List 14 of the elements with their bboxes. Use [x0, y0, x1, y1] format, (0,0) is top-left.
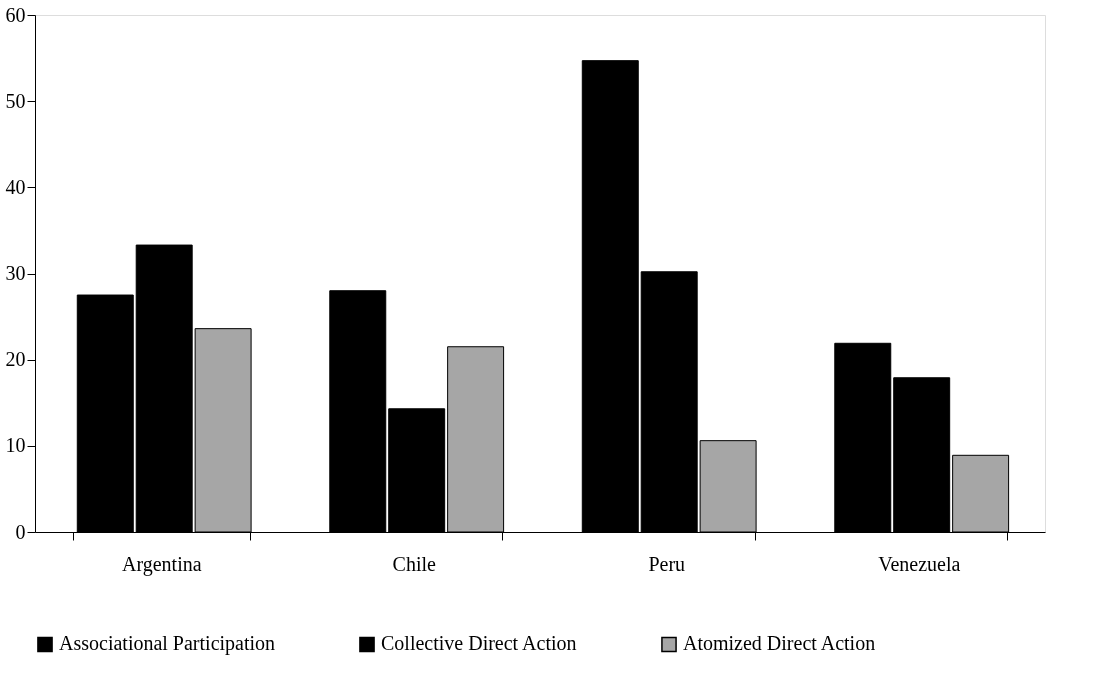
- y-tick-label: 20: [5, 348, 26, 371]
- legend-label: Collective Direct Action: [381, 632, 577, 655]
- y-tick-label: 0: [15, 520, 26, 543]
- y-tick-label: 50: [5, 89, 26, 112]
- legend-label: Atomized Direct Action: [683, 632, 876, 655]
- legend-label: Associational Participation: [59, 632, 276, 656]
- x-tick-label: Peru: [648, 552, 686, 575]
- y-tick-label: 10: [5, 434, 26, 457]
- y-tick-label: 30: [5, 262, 26, 284]
- x-tick-label: Argentina: [121, 552, 202, 576]
- x-tick-label: Venezuela: [878, 552, 961, 575]
- y-tick-label: 40: [5, 175, 26, 198]
- y-tick-label: 60: [5, 3, 26, 26]
- x-tick-label: Chile: [392, 552, 437, 575]
